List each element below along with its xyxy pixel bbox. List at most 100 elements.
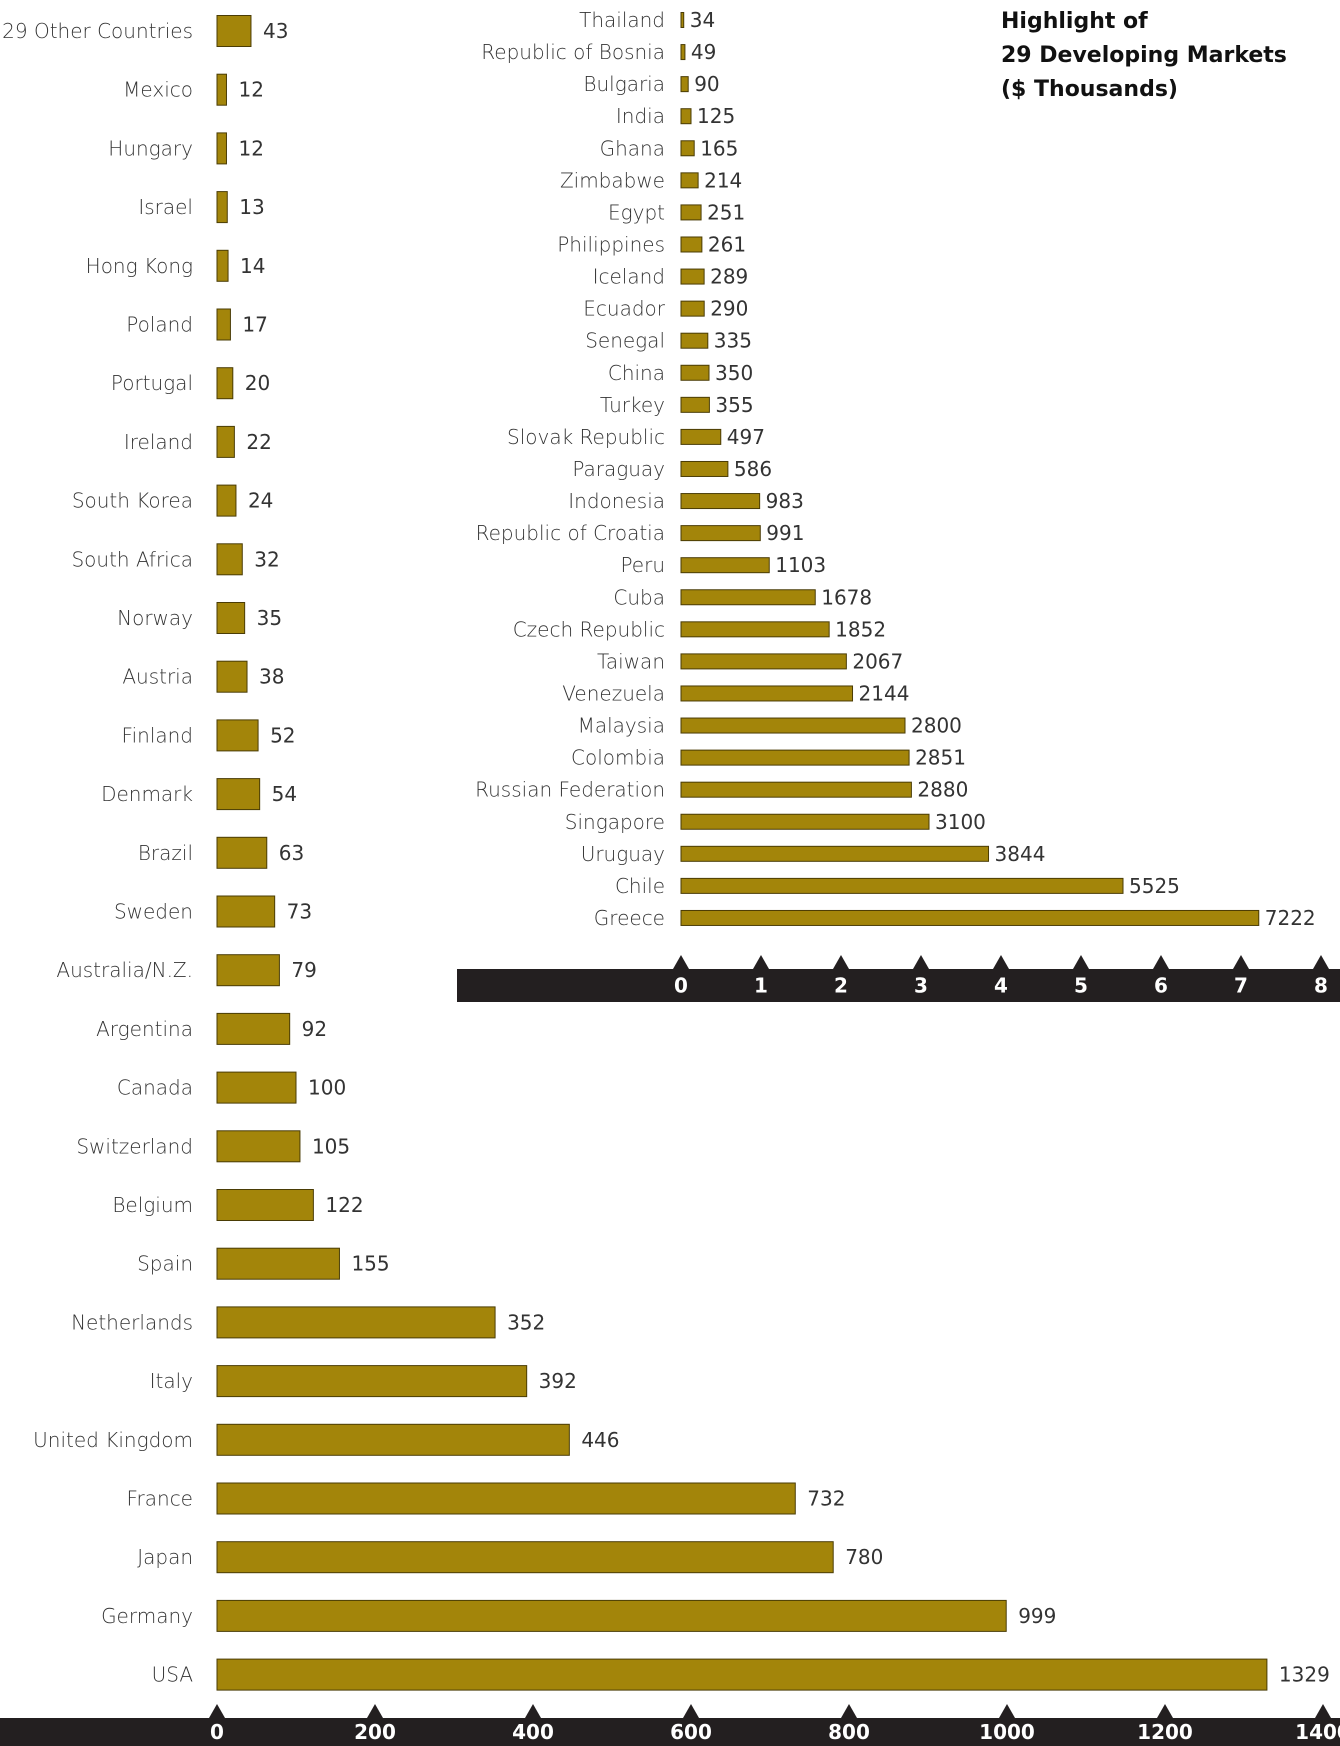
dev-category-label-philippines: Philippines [557,232,665,256]
dev-bar-singapore [680,813,930,830]
main-axis-tick-label-0: 0 [210,1720,224,1744]
dev-category-label-china: China [608,361,665,385]
dev-category-label-russian-federation: Russian Federation [475,778,665,802]
dev-bar-slovak-republic [680,428,722,445]
main-category-label-israel: Israel [138,195,193,219]
dev-axis-tick-4 [993,955,1009,969]
dev-value-label-venezuela: 2144 [859,681,910,705]
main-category-label-hong-kong: Hong Kong [86,254,193,278]
dev-category-label-thailand: Thailand [579,8,665,32]
main-axis-tick-200 [367,1704,383,1718]
dev-category-label-taiwan: Taiwan [597,649,665,673]
main-category-label-29-other-countries: 29 Other Countries [2,19,193,43]
dev-value-label-colombia: 2851 [915,746,966,770]
main-bar-canada [216,1071,297,1104]
dev-category-label-republic-of-croatia: Republic of Croatia [476,521,665,545]
dev-axis-tick-2 [833,955,849,969]
dev-value-label-czech-republic: 1852 [835,617,886,641]
dev-bar-senegal [680,332,709,349]
main-value-label-italy: 392 [539,1369,577,1393]
main-category-label-united-kingdom: United Kingdom [33,1428,193,1452]
dev-category-label-iceland: Iceland [593,265,665,289]
dev-category-label-chile: Chile [615,874,665,898]
dev-value-label-greece: 7222 [1265,906,1316,930]
dev-axis-tick-7 [1233,955,1249,969]
dev-category-label-peru: Peru [620,553,665,577]
dev-category-label-bulgaria: Bulgaria [583,72,665,96]
main-bar-brazil [216,836,268,869]
main-axis-tick-1000 [999,1704,1015,1718]
dev-category-label-turkey: Turkey [600,393,665,417]
dev-bar-zimbabwe [680,172,699,189]
dev-value-label-turkey: 355 [715,393,753,417]
main-category-label-germany: Germany [101,1604,193,1628]
dev-category-label-slovak-republic: Slovak Republic [507,425,665,449]
main-value-label-29-other-countries: 43 [263,19,288,43]
main-value-label-ireland: 22 [246,430,271,454]
main-category-label-france: France [126,1487,193,1511]
dev-value-label-philippines: 261 [708,232,746,256]
main-axis-tick-label-800: 800 [828,1720,870,1744]
dev-value-label-china: 350 [715,361,753,385]
dev-value-label-india: 125 [697,104,735,128]
main-category-label-spain: Spain [137,1252,193,1276]
dev-value-label-iceland: 289 [710,265,748,289]
dev-bar-turkey [680,396,710,413]
dev-category-label-ghana: Ghana [600,136,665,160]
main-axis-tick-label-1200: 1200 [1137,1720,1193,1744]
dev-value-label-indonesia: 983 [766,489,804,513]
main-bar-poland [216,308,231,341]
dev-bar-russian-federation [680,781,912,798]
dev-value-label-paraguay: 586 [734,457,772,481]
dev-bar-republic-of-bosnia [680,44,686,61]
dev-bar-colombia [680,749,910,766]
main-bar-hungary [216,132,227,165]
main-category-label-sweden: Sweden [114,900,193,924]
dev-bar-uruguay [680,845,990,862]
dev-axis-tick-label-7: 7 [1234,974,1248,998]
dev-axis-tick-0 [673,955,689,969]
dev-axis-tick-label-2: 2 [834,974,848,998]
dev-axis-tick-label-0: 0 [674,974,688,998]
main-bar-israel [216,191,228,224]
dev-bar-chile [680,877,1124,894]
main-category-label-portugal: Portugal [111,371,193,395]
dev-bar-peru [680,557,770,574]
main-value-label-brazil: 63 [279,841,304,865]
main-value-label-israel: 13 [239,195,264,219]
dev-category-label-paraguay: Paraguay [572,457,665,481]
dev-bar-greece [680,909,1260,926]
dev-bar-republic-of-croatia [680,525,761,542]
dev-value-label-zimbabwe: 214 [704,168,742,192]
main-value-label-japan: 780 [845,1545,883,1569]
dev-value-label-chile: 5525 [1129,874,1180,898]
dev-axis-tick-label-5: 5 [1074,974,1088,998]
main-value-label-france: 732 [807,1487,845,1511]
dev-axis-tick-3 [913,955,929,969]
dev-value-label-singapore: 3100 [935,810,986,834]
main-bar-spain [216,1247,340,1280]
main-bar-australia-n-z [216,954,280,987]
main-value-label-norway: 35 [257,606,282,630]
dev-bar-philippines [680,236,703,253]
dev-value-label-republic-of-croatia: 991 [766,521,804,545]
main-category-label-belgium: Belgium [112,1193,193,1217]
main-value-label-belgium: 122 [325,1193,363,1217]
dev-category-label-zimbabwe: Zimbabwe [560,168,665,192]
dev-value-label-republic-of-bosnia: 49 [691,40,716,64]
main-axis-tick-label-200: 200 [354,1720,396,1744]
main-value-label-argentina: 92 [302,1017,327,1041]
dev-value-label-taiwan: 2067 [852,649,903,673]
dev-category-label-egypt: Egypt [608,200,665,224]
developing-markets-chart: Highlight of 29 Developing Markets ($ Thou… [457,8,1340,1002]
dev-category-label-india: India [616,104,665,128]
dev-category-label-senegal: Senegal [585,329,665,353]
main-axis-tick-label-1000: 1000 [979,1720,1035,1744]
dev-axis-tick-8 [1313,955,1329,969]
main-category-label-italy: Italy [150,1369,193,1393]
dev-axis-tick-label-1: 1 [754,974,768,998]
dev-bar-thailand [680,12,685,28]
main-category-label-south-korea: South Korea [72,489,193,513]
main-axis-tick-600 [683,1704,699,1718]
